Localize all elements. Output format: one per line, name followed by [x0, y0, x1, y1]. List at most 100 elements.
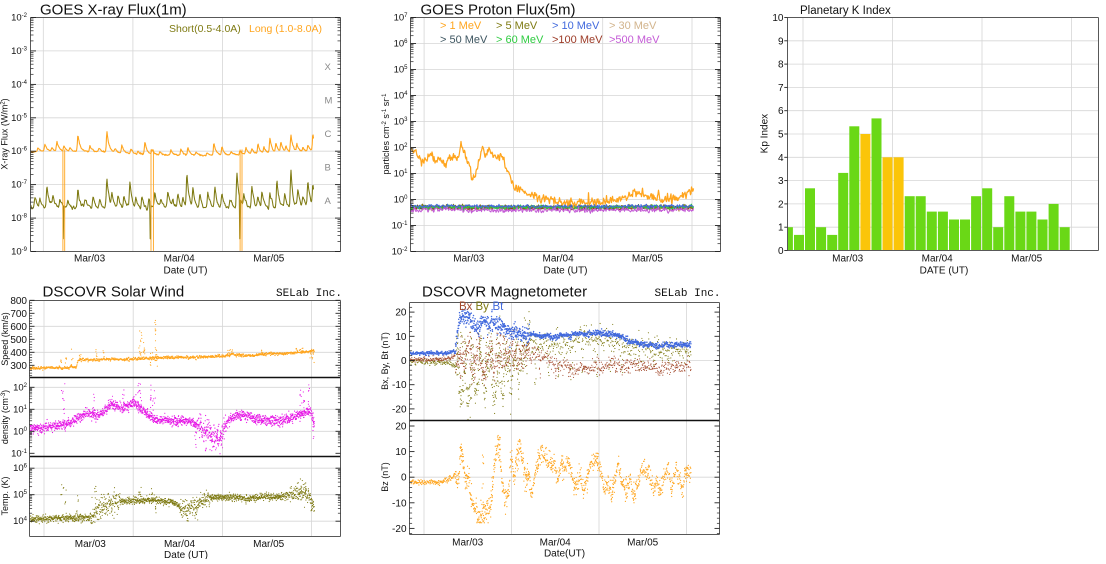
svg-text:Mar/04: Mar/04 — [164, 254, 196, 265]
svg-text:100: 100 — [394, 195, 409, 206]
svg-text:105: 105 — [13, 490, 28, 501]
svg-text:103: 103 — [394, 117, 409, 128]
svg-text:Kp Index: Kp Index — [760, 114, 771, 153]
svg-text:B: B — [325, 163, 331, 174]
svg-text:particles cm-2 s-1 sr-1: particles cm-2 s-1 sr-1 — [381, 93, 391, 175]
svg-text:10-4: 10-4 — [11, 79, 28, 90]
svg-text:2: 2 — [778, 199, 784, 210]
svg-text:10-2: 10-2 — [392, 247, 409, 258]
svg-text:Short(0.5-4.0A): Short(0.5-4.0A) — [169, 23, 241, 35]
svg-text:105: 105 — [394, 65, 409, 76]
svg-text:Mar/04: Mar/04 — [540, 538, 572, 549]
svg-text:107: 107 — [394, 13, 409, 24]
svg-text:Temp. (K): Temp. (K) — [0, 476, 10, 515]
svg-text:-20: -20 — [392, 524, 407, 535]
svg-text:SELab Inc.: SELab Inc. — [654, 288, 720, 300]
svg-text:1: 1 — [778, 223, 784, 234]
svg-text:Bx: Bx — [459, 301, 473, 313]
svg-text:Mar/03: Mar/03 — [452, 538, 484, 549]
svg-text:Bz (nT): Bz (nT) — [380, 462, 390, 492]
svg-text:Mar/04: Mar/04 — [922, 254, 954, 265]
svg-text:Mar/05: Mar/05 — [253, 254, 285, 265]
svg-text:Mar/03: Mar/03 — [453, 254, 485, 265]
svg-text:> 30 MeV: > 30 MeV — [609, 20, 657, 32]
svg-text:-10: -10 — [392, 498, 407, 509]
svg-text:0: 0 — [401, 356, 407, 367]
svg-text:M: M — [325, 96, 333, 107]
svg-text:10: 10 — [395, 447, 407, 458]
svg-text:> 10 MeV: > 10 MeV — [552, 20, 600, 32]
svg-text:102: 102 — [13, 382, 28, 393]
svg-text:-10: -10 — [392, 380, 407, 391]
svg-text:7: 7 — [778, 83, 784, 94]
svg-text:106: 106 — [394, 39, 409, 50]
svg-text:Mar/05: Mar/05 — [627, 538, 659, 549]
svg-text:104: 104 — [394, 91, 409, 102]
svg-text:Date(UT): Date(UT) — [544, 549, 585, 560]
svg-text:X-ray Flux (W/m2): X-ray Flux (W/m2) — [0, 98, 10, 169]
svg-text:Bx, By, Bt (nT): Bx, By, Bt (nT) — [380, 332, 390, 390]
svg-text:600: 600 — [10, 322, 27, 333]
svg-text:102: 102 — [394, 143, 409, 154]
svg-text:density (cm-3): density (cm-3) — [0, 390, 10, 444]
svg-text:0: 0 — [401, 473, 407, 484]
svg-text:10-3: 10-3 — [11, 46, 28, 57]
svg-text:Mar/03: Mar/03 — [832, 254, 864, 265]
svg-text:3: 3 — [778, 176, 784, 187]
svg-text:Mar/05: Mar/05 — [632, 254, 664, 265]
svg-text:SELab Inc.: SELab Inc. — [276, 288, 342, 300]
svg-text:10: 10 — [772, 13, 784, 24]
svg-text:DSCOVR Magnetometer: DSCOVR Magnetometer — [422, 284, 587, 301]
svg-text:20: 20 — [395, 308, 407, 319]
svg-text:C: C — [325, 129, 332, 140]
svg-text:101: 101 — [394, 169, 409, 180]
svg-text:10-2: 10-2 — [11, 13, 28, 24]
svg-text:500: 500 — [10, 335, 27, 346]
svg-text:> 5 MeV: > 5 MeV — [496, 20, 538, 32]
svg-text:101: 101 — [13, 404, 28, 415]
svg-text:> 1 MeV: > 1 MeV — [440, 20, 482, 32]
svg-text:10-8: 10-8 — [11, 213, 28, 224]
svg-text:4: 4 — [778, 153, 784, 164]
svg-text:> 60 MeV: > 60 MeV — [496, 34, 544, 46]
svg-text:Planetary K Index: Planetary K Index — [800, 5, 891, 17]
svg-text:Date (UT): Date (UT) — [164, 550, 208, 559]
svg-text:A: A — [325, 196, 332, 207]
svg-text:10-1: 10-1 — [11, 448, 28, 459]
svg-text:400: 400 — [10, 348, 27, 359]
svg-text:0: 0 — [778, 246, 784, 257]
svg-text:GOES X-ray Flux(1m): GOES X-ray Flux(1m) — [40, 2, 187, 19]
svg-text:Long (1.0-8.0A): Long (1.0-8.0A) — [249, 23, 322, 35]
svg-text:Date (UT): Date (UT) — [164, 266, 208, 277]
svg-text:700: 700 — [10, 309, 27, 320]
svg-text:5: 5 — [778, 130, 784, 141]
svg-text:>100 MeV: >100 MeV — [552, 34, 603, 46]
svg-text:Date (UT): Date (UT) — [544, 266, 588, 277]
svg-text:Mar/03: Mar/03 — [75, 539, 107, 550]
svg-text:Mar/05: Mar/05 — [253, 539, 285, 550]
svg-text:300: 300 — [10, 361, 27, 372]
svg-text:GOES Proton Flux(5m): GOES Proton Flux(5m) — [421, 2, 576, 19]
svg-text:>500 MeV: >500 MeV — [609, 34, 660, 46]
svg-text:104: 104 — [13, 516, 28, 527]
svg-text:DATE (UT): DATE (UT) — [920, 266, 969, 277]
svg-text:Mar/03: Mar/03 — [74, 254, 106, 265]
svg-text:DSCOVR Solar Wind: DSCOVR Solar Wind — [43, 284, 185, 301]
svg-text:10: 10 — [395, 332, 407, 343]
svg-text:> 50 MeV: > 50 MeV — [440, 34, 488, 46]
svg-text:106: 106 — [13, 463, 28, 474]
svg-text:10-9: 10-9 — [11, 247, 28, 258]
svg-text:10-5: 10-5 — [11, 113, 28, 124]
svg-text:X: X — [325, 62, 332, 73]
svg-text:Speed (km/s): Speed (km/s) — [0, 312, 10, 366]
svg-text:Mar/04: Mar/04 — [164, 539, 196, 550]
svg-text:-20: -20 — [392, 404, 407, 415]
svg-text:Mar/05: Mar/05 — [1011, 254, 1043, 265]
svg-text:Bt: Bt — [493, 301, 505, 313]
svg-text:10-6: 10-6 — [11, 146, 28, 157]
svg-text:9: 9 — [778, 36, 784, 47]
svg-text:100: 100 — [13, 426, 28, 437]
svg-text:Mar/04: Mar/04 — [543, 254, 575, 265]
svg-text:20: 20 — [395, 422, 407, 433]
svg-text:10-7: 10-7 — [11, 180, 28, 191]
